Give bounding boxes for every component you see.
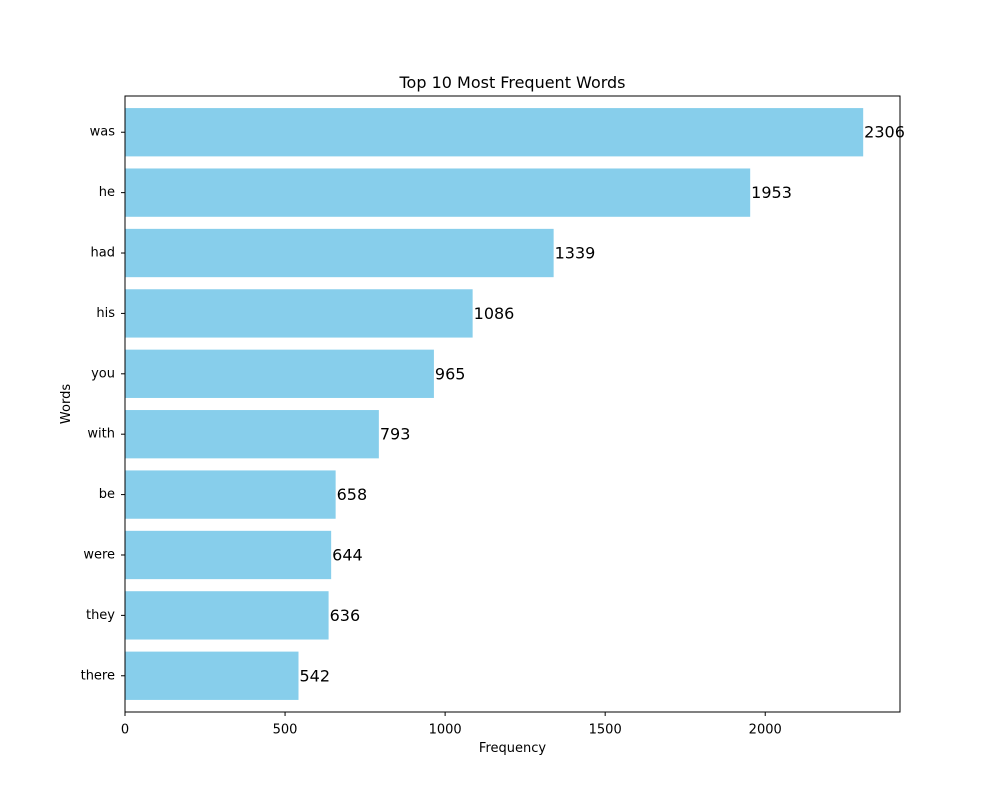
- x-axis-label: Frequency: [479, 741, 546, 756]
- y-tick-label-they: they: [86, 608, 115, 623]
- data-label-there: 542: [300, 666, 331, 685]
- y-axis-label: Words: [59, 384, 74, 424]
- x-axis-ticks: 0 500 1000 1500 2000: [121, 712, 782, 738]
- bar-his: [125, 289, 473, 338]
- bar-with: [125, 410, 379, 459]
- chart-title: Top 10 Most Frequent Words: [398, 73, 625, 92]
- data-label-were: 644: [332, 545, 363, 564]
- bar-there: [125, 651, 299, 700]
- data-label-his: 1086: [474, 304, 515, 323]
- y-tick-label-was: was: [90, 125, 116, 140]
- data-label-had: 1339: [555, 244, 596, 263]
- y-axis-ticks: was he had his you with be were they there: [81, 125, 125, 683]
- bar-you: [125, 349, 434, 398]
- bar-was: [125, 108, 864, 157]
- data-labels: 2306 1953 1339 1086 965 793 658 644 636 542: [300, 123, 905, 686]
- x-tick-label-2000: 2000: [749, 723, 782, 738]
- y-tick-label-his: his: [96, 306, 115, 321]
- bar-be: [125, 470, 336, 519]
- data-label-you: 965: [435, 364, 466, 383]
- y-tick-label-be: be: [99, 487, 115, 502]
- y-tick-label-with: with: [87, 427, 115, 442]
- bar-he: [125, 168, 751, 217]
- axes-layer: [124, 95, 901, 713]
- data-label-he: 1953: [751, 183, 792, 202]
- x-tick-label-1000: 1000: [429, 723, 462, 738]
- x-tick-label-500: 500: [273, 723, 298, 738]
- y-tick-label-had: had: [91, 246, 115, 261]
- data-label-was: 2306: [864, 123, 905, 142]
- y-tick-label-he: he: [99, 185, 115, 200]
- data-label-they: 636: [330, 606, 361, 625]
- bars-layer: [125, 108, 864, 700]
- bar-they: [125, 591, 329, 640]
- x-tick-label-0: 0: [121, 723, 129, 738]
- plot-frame: [124, 95, 901, 713]
- y-tick-label-were: were: [83, 547, 115, 562]
- x-tick-label-1500: 1500: [589, 723, 622, 738]
- data-label-be: 658: [337, 485, 368, 504]
- y-tick-label-there: there: [81, 668, 115, 683]
- bar-had: [125, 228, 554, 278]
- data-label-with: 793: [380, 425, 411, 444]
- bar-were: [125, 530, 332, 580]
- y-tick-label-you: you: [91, 366, 115, 381]
